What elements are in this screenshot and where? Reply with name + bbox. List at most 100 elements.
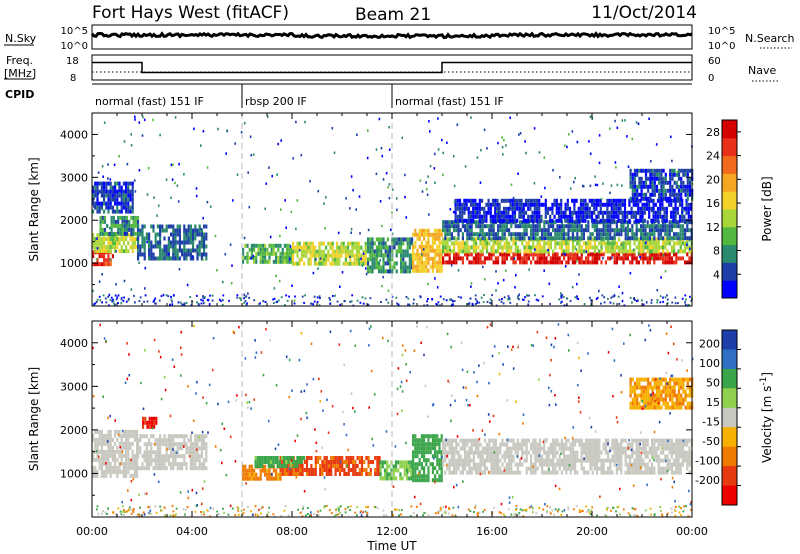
- data-cell: [680, 192, 683, 197]
- data-cell: [414, 252, 417, 257]
- data-cell: [477, 438, 480, 443]
- data-cell: [499, 228, 502, 233]
- data-cell: [501, 454, 504, 459]
- data-cell: [446, 438, 449, 443]
- noise-point: [92, 289, 94, 293]
- data-cell: [112, 215, 115, 220]
- noise-point: [183, 173, 185, 176]
- data-cell: [522, 202, 525, 207]
- data-cell: [544, 210, 547, 215]
- data-cell: [672, 214, 675, 219]
- data-cell: [541, 245, 544, 250]
- data-cell: [580, 245, 583, 250]
- data-cell: [531, 198, 534, 203]
- data-cell: [156, 240, 159, 245]
- data-cell: [565, 462, 568, 467]
- data-cell: [131, 189, 134, 194]
- data-cell: [418, 244, 421, 249]
- data-cell: [558, 466, 561, 471]
- data-cell: [472, 462, 475, 467]
- data-cell: [615, 232, 618, 237]
- data-cell: [486, 241, 489, 246]
- noise-point: [613, 233, 616, 237]
- data-cell: [610, 206, 613, 211]
- data-cell: [118, 181, 121, 186]
- data-cell: [617, 202, 620, 207]
- data-cell: [305, 460, 309, 464]
- data-cell: [253, 247, 256, 252]
- data-cell: [564, 202, 567, 207]
- data-cell: [152, 450, 155, 455]
- data-cell: [270, 251, 273, 256]
- data-cell: [152, 228, 155, 233]
- noise-point: [515, 200, 518, 204]
- data-cell: [494, 206, 497, 211]
- data-cell: [658, 180, 661, 185]
- data-cell: [522, 218, 525, 223]
- noise-point: [271, 174, 273, 178]
- data-cell: [600, 249, 603, 254]
- data-cell: [373, 265, 376, 270]
- data-cell: [569, 236, 572, 241]
- data-cell: [288, 243, 291, 248]
- data-cell: [505, 252, 508, 257]
- data-cell: [148, 420, 151, 425]
- data-cell: [637, 260, 640, 265]
- data-cell: [521, 438, 524, 443]
- noise-point: [552, 169, 554, 172]
- data-cell: [383, 468, 387, 473]
- data-cell: [300, 249, 303, 254]
- data-cell: [511, 202, 514, 207]
- noise-point: [600, 197, 603, 201]
- data-cell: [205, 256, 208, 261]
- data-cell: [297, 472, 300, 476]
- data-cell: [538, 462, 541, 467]
- noise-point: [395, 296, 398, 299]
- data-cell: [269, 460, 273, 464]
- noise-point: [618, 285, 620, 288]
- noise-point: [476, 301, 479, 304]
- data-cell: [519, 256, 522, 261]
- data-cell: [666, 224, 669, 229]
- data-cell: [308, 456, 311, 460]
- data-cell: [565, 245, 568, 250]
- data-cell: [338, 456, 342, 460]
- data-cell: [525, 260, 528, 265]
- data-cell: [427, 236, 430, 241]
- data-cell: [687, 202, 690, 207]
- data-cell: [458, 210, 462, 215]
- data-cell: [105, 469, 108, 474]
- data-cell: [494, 438, 497, 443]
- data-cell: [636, 196, 639, 201]
- data-cell: [427, 474, 430, 479]
- data-cell: [136, 215, 140, 220]
- noise-point: [626, 135, 628, 138]
- data-cell: [483, 214, 486, 219]
- freq-trace: [92, 61, 692, 74]
- data-cell: [643, 206, 646, 211]
- data-cell: [288, 251, 291, 256]
- data-cell: [543, 260, 546, 265]
- data-cell: [609, 241, 612, 246]
- data-cell: [118, 429, 121, 434]
- data-cell: [633, 168, 637, 173]
- data-cell: [347, 468, 350, 472]
- data-cell: [143, 458, 146, 463]
- data-cell: [154, 244, 157, 249]
- data-cell: [141, 252, 144, 257]
- data-cell: [481, 454, 484, 459]
- y-axis-title: Slant Range [km]: [27, 157, 41, 261]
- data-cell: [574, 236, 577, 241]
- data-cell: [118, 185, 121, 190]
- data-cell: [461, 232, 464, 237]
- data-cell: [96, 189, 99, 194]
- noise-point: [115, 283, 117, 286]
- data-cell: [668, 256, 671, 261]
- data-cell: [427, 244, 430, 249]
- data-cell: [481, 224, 484, 229]
- data-cell: [156, 224, 159, 229]
- data-cell: [576, 232, 579, 237]
- data-cell: [516, 236, 519, 241]
- noise-point: [264, 301, 267, 303]
- data-cell: [461, 236, 464, 241]
